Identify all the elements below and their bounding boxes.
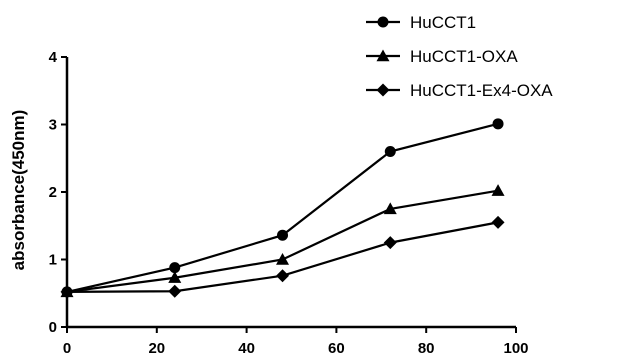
legend-triangle-marker — [376, 49, 390, 62]
y-axis-title: absorbance(450nm) — [9, 110, 28, 271]
series-lines — [66, 122, 499, 293]
y-tick-label: 0 — [49, 319, 57, 336]
x-tick-label: 80 — [418, 340, 435, 357]
triangle-data-point — [168, 271, 182, 283]
legend-circle-marker — [377, 16, 389, 28]
diamond-data-point — [383, 236, 397, 250]
x-tick-label: 20 — [148, 340, 165, 357]
circle-data-point — [492, 118, 504, 130]
diamond-data-point — [276, 269, 290, 283]
diamond-data-point — [60, 285, 74, 299]
x-tick-label: 100 — [503, 340, 528, 357]
legend-label: HuCCT1-Ex4-OXA — [410, 81, 553, 100]
legend: HuCCT1 HuCCT1-OXA HuCCT1-Ex4-OXA — [366, 13, 553, 100]
x-tick-label: 0 — [63, 340, 71, 357]
diamond-data-point — [491, 215, 505, 229]
diamond-data-point — [168, 284, 182, 298]
legend-diamond-marker — [376, 83, 390, 97]
triangle-data-point — [276, 253, 290, 265]
y-tick-label: 4 — [49, 49, 58, 66]
legend-label: HuCCT1 — [410, 13, 476, 32]
series-line-1 — [66, 122, 499, 293]
y-axis-ticks: 0 1 2 3 4 — [49, 49, 67, 336]
x-axis-ticks: 0 20 40 60 80 100 — [63, 327, 529, 357]
x-tick-label: 40 — [238, 340, 255, 357]
circle-data-point — [384, 146, 396, 157]
y-tick-label: 2 — [49, 184, 57, 201]
legend-label: HuCCT1-OXA — [410, 47, 518, 66]
circle-data-point — [169, 262, 181, 274]
y-tick-label: 1 — [49, 252, 57, 269]
series-markers — [60, 118, 505, 299]
x-tick-label: 60 — [328, 340, 345, 357]
triangle-data-point — [491, 184, 505, 196]
circle-data-point — [277, 229, 289, 241]
triangle-data-point — [383, 202, 397, 215]
y-tick-label: 3 — [49, 117, 57, 134]
